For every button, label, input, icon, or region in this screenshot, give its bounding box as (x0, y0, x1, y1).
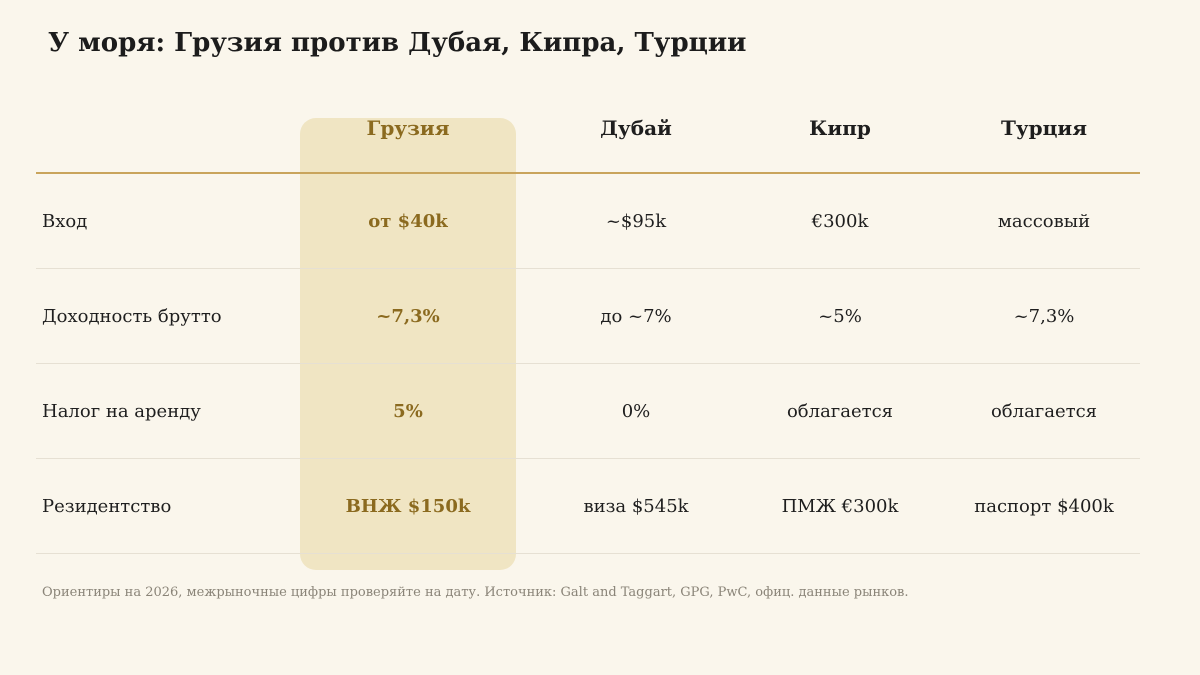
cell-turkey: ~7,3% (1013, 305, 1075, 327)
header-cell-turkey: Турция (1000, 116, 1088, 140)
header-cell-dubai: Дубай (600, 116, 672, 140)
cell-dubai: виза $545k (583, 495, 689, 517)
row-label: Резидентство (42, 495, 172, 517)
table-row-tax: Налог на аренду 5% 0% облагается облагае… (36, 364, 1140, 459)
row-label: Вход (42, 210, 88, 232)
cell-cyprus: облагается (786, 400, 894, 422)
cell-georgia: ВНЖ $150k (345, 495, 471, 517)
source-footnote: Ориентиры на 2026, межрыночные цифры про… (42, 585, 909, 600)
cell-georgia: 5% (393, 400, 423, 422)
table-row-yield: Доходность брутто ~7,3% до ~7% ~5% ~7,3% (36, 269, 1140, 364)
cell-cyprus: €300k (811, 210, 869, 232)
row-label: Доходность брутто (42, 305, 222, 327)
cell-dubai: ~$95k (605, 210, 667, 232)
page-title: У моря: Грузия против Дубая, Кипра, Турц… (48, 28, 747, 58)
comparison-table: Грузия Дубай Кипр Турция Вход от $40k ~$… (36, 92, 1140, 554)
cell-georgia: от $40k (368, 210, 448, 232)
header-cell-georgia: Грузия (366, 116, 450, 140)
table-row-entry: Вход от $40k ~$95k €300k массовый (36, 174, 1140, 269)
cell-dubai: до ~7% (600, 305, 672, 327)
cell-turkey: паспорт $400k (974, 495, 1114, 517)
table-header-row: Грузия Дубай Кипр Турция (36, 92, 1140, 174)
cell-turkey: массовый (997, 210, 1091, 232)
cell-turkey: облагается (990, 400, 1098, 422)
cell-dubai: 0% (621, 400, 651, 422)
row-label: Налог на аренду (42, 400, 201, 422)
table-row-residency: Резидентство ВНЖ $150k виза $545k ПМЖ €3… (36, 459, 1140, 554)
header-cell-empty (42, 92, 302, 164)
header-cell-cyprus: Кипр (809, 116, 871, 140)
cell-cyprus: ~5% (818, 305, 862, 327)
georgia-column-highlight (300, 118, 516, 570)
cell-georgia: ~7,3% (376, 305, 440, 327)
cell-cyprus: ПМЖ €300k (781, 495, 899, 517)
